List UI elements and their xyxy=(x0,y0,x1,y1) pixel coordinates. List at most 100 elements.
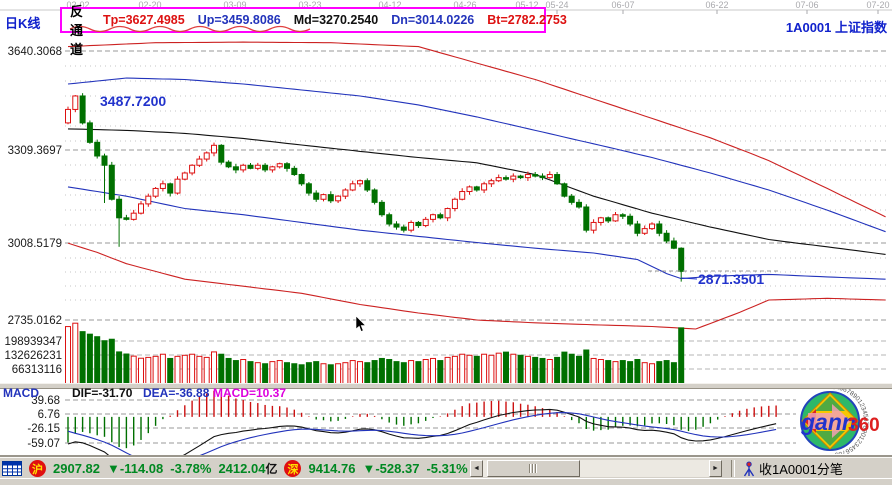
volume-bar xyxy=(196,355,203,385)
price-label: 3309.3697 xyxy=(8,145,62,157)
candle xyxy=(130,212,137,220)
macd-title[interactable]: MACD xyxy=(3,386,39,400)
scroll-thumb-grip xyxy=(529,464,538,473)
logo-word: gann xyxy=(800,409,856,435)
candle xyxy=(415,221,422,227)
candle xyxy=(510,175,517,180)
volume-bar xyxy=(123,353,130,385)
volume-bar xyxy=(576,355,582,385)
channel-lines-layer xyxy=(67,41,886,330)
volume-bar xyxy=(430,357,436,385)
volume-bar xyxy=(86,333,93,385)
channel-indicator-box: 极反通道 Tp=3627.4985 Up=3459.8086 Md=3270.2… xyxy=(60,4,567,57)
volume-bar xyxy=(554,356,561,385)
candle xyxy=(174,178,181,194)
sz-index-pct: -5.31% xyxy=(426,461,468,476)
volume-bar xyxy=(422,359,429,385)
shenzhen-market-icon[interactable]: 深 xyxy=(284,460,302,477)
shanghai-market-icon[interactable]: 沪 xyxy=(29,460,46,477)
candle xyxy=(232,166,239,171)
tick-panel-toggle[interactable]: 收1A0001分笔 xyxy=(743,459,843,478)
candle xyxy=(539,175,546,179)
date-label: 04-12 xyxy=(378,0,401,10)
candle xyxy=(495,177,502,182)
candle xyxy=(524,174,531,179)
candle xyxy=(262,164,269,171)
pane-splitter[interactable] xyxy=(0,383,892,389)
candle xyxy=(247,164,254,169)
candle xyxy=(94,141,101,157)
candle xyxy=(473,186,480,191)
candle xyxy=(211,144,217,154)
candle xyxy=(335,195,342,202)
candle xyxy=(532,174,539,177)
volume-bar xyxy=(524,355,531,385)
candle xyxy=(123,217,130,220)
candle xyxy=(488,180,495,185)
volume-bar xyxy=(130,355,137,385)
volume-bar xyxy=(670,362,677,385)
volume-bar xyxy=(656,361,663,385)
sh-index-value: 2907.82 xyxy=(53,461,100,476)
candle xyxy=(138,203,144,214)
volume-bar xyxy=(327,364,334,385)
volume-bar xyxy=(79,331,86,385)
volume-bar xyxy=(678,327,685,385)
sz-index-value: 9414.76 xyxy=(308,461,356,476)
volume-bar xyxy=(641,362,648,385)
candle xyxy=(430,214,436,220)
horizontal-scrollbar[interactable]: ◄ ► xyxy=(470,460,722,477)
scroll-right-button[interactable]: ► xyxy=(709,460,722,477)
volume-bar xyxy=(561,351,568,385)
price-label: 3640.3068 xyxy=(8,46,62,58)
date-label: 07-06 xyxy=(795,0,818,10)
volume-bar xyxy=(320,363,327,385)
volume-bar xyxy=(232,360,239,385)
candle xyxy=(152,187,159,197)
candle xyxy=(451,198,458,210)
volume-bar xyxy=(451,355,458,385)
volume-bar xyxy=(371,360,378,385)
scroll-track[interactable] xyxy=(483,460,709,477)
candle xyxy=(583,206,590,231)
scroll-thumb[interactable] xyxy=(487,460,580,477)
volume-bar xyxy=(408,360,415,385)
price-label: 3008.5179 xyxy=(8,238,62,250)
gann360-logo-graphic: 345678901234567890123456789 gann 360 xyxy=(800,384,880,458)
volume-bar xyxy=(276,360,283,385)
volume-bar xyxy=(65,326,71,385)
volume-bar xyxy=(152,355,159,385)
channel-dn: Dn=3014.0226 xyxy=(391,13,475,27)
statusbar-separator xyxy=(731,460,735,477)
sh-turnover: 2412.04亿 xyxy=(218,461,278,476)
macd-dea-value: DEA=-36.88 xyxy=(143,386,210,400)
volume-bar xyxy=(159,353,166,385)
volume-bars-layer xyxy=(65,322,685,385)
candle xyxy=(546,174,553,179)
macd-lines-layer xyxy=(67,408,777,457)
candle xyxy=(349,183,356,191)
candle xyxy=(159,183,166,189)
candle xyxy=(181,172,188,180)
candle xyxy=(86,122,93,143)
volume-bar xyxy=(357,361,363,385)
channel-line-dn xyxy=(67,186,886,280)
grid-icon[interactable] xyxy=(2,461,22,476)
date-label: 06-22 xyxy=(705,0,728,10)
volume-bar xyxy=(291,363,298,385)
scroll-left-button[interactable]: ◄ xyxy=(470,460,483,477)
broadcast-icon xyxy=(743,461,755,476)
window-bottom-strip xyxy=(0,478,892,485)
candle xyxy=(678,247,685,272)
candle xyxy=(605,217,612,222)
candle xyxy=(276,163,283,168)
candle xyxy=(444,208,451,219)
candle xyxy=(101,155,108,166)
candle xyxy=(561,183,568,197)
channel-line-bt xyxy=(67,242,886,330)
candle xyxy=(225,161,232,168)
candle xyxy=(597,217,604,223)
candle xyxy=(145,195,152,205)
period-label[interactable]: 日K线 xyxy=(5,16,41,31)
date-label: 03-23 xyxy=(298,0,321,10)
